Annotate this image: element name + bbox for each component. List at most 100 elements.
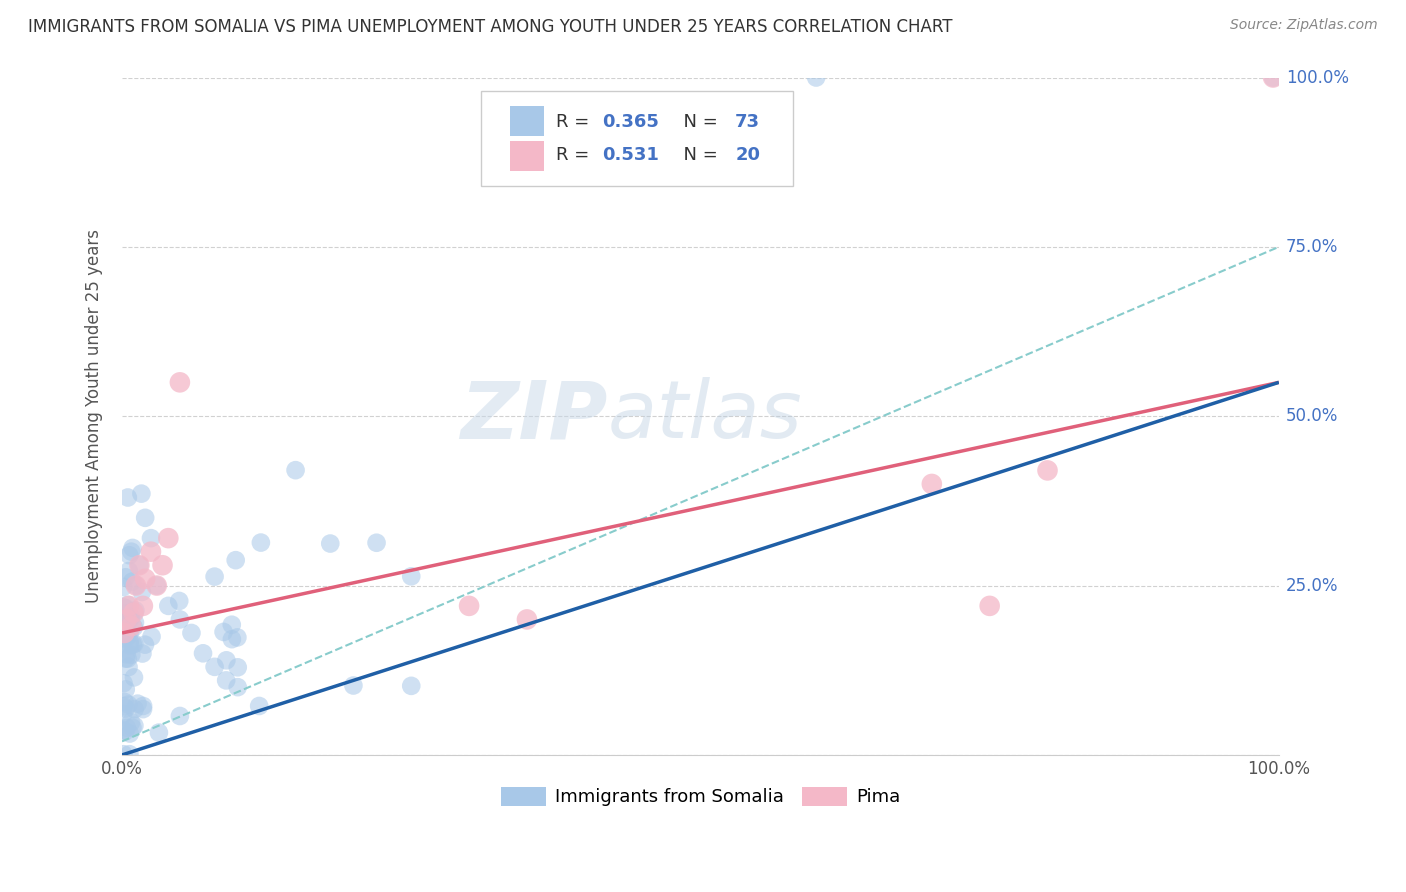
Point [180,626,202,640]
Point [114,607,136,621]
Point [127,697,149,711]
Point [124,719,146,733]
Point [191,646,214,660]
Text: 0.531: 0.531 [602,146,659,164]
Point [118,599,141,613]
Point [120,619,142,633]
Point [112,707,135,722]
Point [118,627,141,641]
Point [117,651,139,665]
Point [114,682,136,697]
Point [132,698,155,713]
Point [112,610,135,624]
Point [112,626,135,640]
Point [1261,70,1284,85]
Point [979,599,1001,613]
Text: N =: N = [672,112,723,130]
Point [122,606,145,620]
Text: 0.365: 0.365 [602,112,659,130]
Point [169,376,191,390]
Text: Source: ZipAtlas.com: Source: ZipAtlas.com [1230,18,1378,32]
Point [114,695,136,709]
Point [114,701,136,715]
Point [167,594,190,608]
Point [124,603,146,617]
Point [132,599,155,613]
Point [342,679,364,693]
Legend: Immigrants from Somalia, Pima: Immigrants from Somalia, Pima [494,780,907,814]
Point [169,612,191,626]
Text: 100.0%: 100.0% [1286,69,1348,87]
Point [1261,70,1284,85]
Point [120,648,142,662]
Point [132,702,155,716]
Point [247,698,270,713]
Point [114,651,136,665]
Text: 75.0%: 75.0% [1286,238,1339,256]
Point [226,660,249,674]
Point [112,580,135,594]
Point [125,578,148,592]
Point [115,601,138,615]
Point [112,699,135,714]
Point [131,486,153,500]
Point [215,653,238,667]
Point [118,726,141,740]
Text: N =: N = [672,146,723,164]
Point [118,564,141,578]
Point [117,491,139,505]
Text: 25.0%: 25.0% [1286,576,1339,595]
Point [117,660,139,674]
Point [134,638,156,652]
Point [121,638,143,652]
Point [148,725,170,739]
Point [157,599,180,613]
Text: R =: R = [555,146,595,164]
Point [204,569,226,583]
Point [128,558,150,573]
Point [115,612,138,626]
Point [117,698,139,712]
Point [131,647,153,661]
FancyBboxPatch shape [509,106,544,136]
Point [120,610,142,624]
Point [250,535,273,549]
Point [401,569,423,583]
Point [204,660,226,674]
Point [458,599,481,613]
Point [118,634,141,648]
Point [114,724,136,739]
Text: R =: R = [555,112,595,130]
Point [117,598,139,612]
Point [112,723,135,737]
Point [118,548,141,562]
Point [152,558,174,573]
Point [131,585,153,599]
Point [139,531,162,545]
Point [128,558,150,573]
Point [804,70,827,85]
Point [112,747,135,762]
Point [112,600,135,615]
Point [121,541,143,555]
Point [122,620,145,634]
Point [145,578,167,592]
Point [215,673,238,688]
Point [212,624,235,639]
Point [112,633,135,648]
Text: IMMIGRANTS FROM SOMALIA VS PIMA UNEMPLOYMENT AMONG YOUTH UNDER 25 YEARS CORRELAT: IMMIGRANTS FROM SOMALIA VS PIMA UNEMPLOY… [28,18,953,36]
Point [121,574,143,589]
Point [169,709,191,723]
Point [121,721,143,735]
Point [221,617,243,632]
Point [124,615,146,630]
FancyBboxPatch shape [481,91,793,186]
Point [319,536,342,550]
Point [124,637,146,651]
Point [226,680,249,694]
Text: 73: 73 [735,112,761,130]
Point [1036,463,1059,477]
Point [157,531,180,545]
Text: atlas: atlas [607,377,803,455]
Text: 50.0%: 50.0% [1286,408,1339,425]
